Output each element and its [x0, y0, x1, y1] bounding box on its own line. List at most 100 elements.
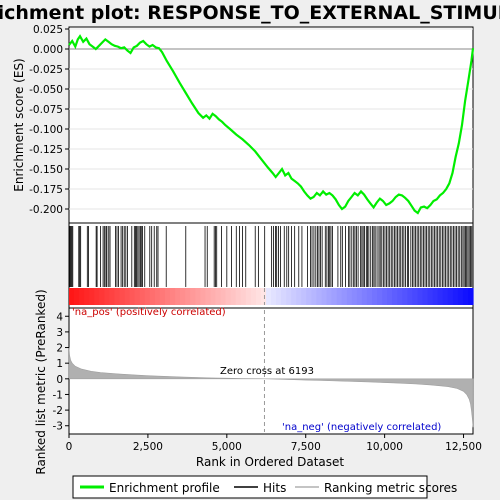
- rank-color-cell: [125, 288, 131, 305]
- legend-enrichment-label: Enrichment profile: [109, 481, 220, 495]
- metric-y-axis-label: Ranked list metric (PreRanked): [34, 289, 48, 474]
- rank-color-cell: [291, 288, 297, 305]
- rank-color-cell: [453, 288, 459, 305]
- x-axis-label: Rank in Ordered Dataset: [196, 455, 344, 469]
- rank-color-cell: [423, 288, 429, 305]
- rank-color-cell: [155, 288, 161, 305]
- rank-color-cell: [185, 288, 191, 305]
- rank-color-cell: [372, 288, 378, 305]
- rank-color-cell: [322, 288, 328, 305]
- rank-color-cell: [231, 288, 237, 305]
- es-y-ticks: 0.0250.000-0.025-0.050-0.075-0.100-0.125…: [29, 24, 69, 216]
- rank-color-cell: [448, 288, 454, 305]
- metric-y-tick-label: -1: [53, 389, 63, 401]
- rank-color-cell: [342, 288, 348, 305]
- legend-metric-label: Ranking metric scores: [324, 481, 457, 495]
- rank-color-cell: [382, 288, 388, 305]
- rank-color-cell: [256, 288, 262, 305]
- rank-color-cell: [180, 288, 186, 305]
- rank-color-cell: [367, 288, 373, 305]
- rank-color-cell: [145, 288, 151, 305]
- rank-color-cell: [221, 288, 227, 305]
- rank-color-cell: [306, 288, 312, 305]
- rank-color-cell: [241, 288, 247, 305]
- rank-color-cell: [170, 288, 176, 305]
- es-y-axis-label: Enrichment score (ES): [12, 58, 26, 191]
- es-y-tick-label: -0.050: [29, 84, 63, 96]
- es-y-tick-label: -0.150: [29, 164, 63, 176]
- rank-color-cell: [433, 288, 439, 305]
- rank-color-cell: [407, 288, 413, 305]
- rank-color-cell: [397, 288, 403, 305]
- rank-color-cell: [79, 288, 85, 305]
- rank-color-cell: [281, 288, 287, 305]
- x-tick-label: 5,000: [212, 441, 242, 453]
- rank-color-cell: [130, 288, 136, 305]
- rank-color-cell: [215, 288, 221, 305]
- metric-y-tick-label: 2: [56, 343, 63, 355]
- rank-color-cell: [114, 288, 120, 305]
- rank-color-cell: [69, 288, 75, 305]
- metric-y-tick-label: 1: [56, 358, 63, 370]
- rank-color-cell: [352, 288, 358, 305]
- metric-y-ticks: 4 3 2 1 0 -1 -2 -3: [53, 311, 69, 432]
- na-pos-label: 'na_pos' (positively correlated): [72, 307, 226, 318]
- rank-color-cell: [316, 288, 322, 305]
- rank-color-bar: [69, 288, 474, 305]
- rank-color-cell: [357, 288, 363, 305]
- rank-color-cell: [417, 288, 423, 305]
- rank-color-cell: [94, 288, 100, 305]
- metric-y-tick-label: 3: [56, 327, 63, 339]
- rank-color-cell: [402, 288, 408, 305]
- rank-color-cell: [392, 288, 398, 305]
- rank-color-cell: [140, 288, 146, 305]
- rank-color-cell: [337, 288, 343, 305]
- rank-color-cell: [84, 288, 90, 305]
- es-y-tick-label: -0.075: [29, 104, 63, 116]
- rank-color-cell: [210, 288, 216, 305]
- es-y-tick-label: 0.025: [33, 24, 63, 36]
- rank-color-cell: [236, 288, 242, 305]
- metric-y-tick-label: 0: [56, 374, 63, 386]
- metric-y-tick-label: 4: [56, 311, 63, 323]
- rank-color-cell: [89, 288, 95, 305]
- rank-color-cell: [226, 288, 232, 305]
- legend-hits-label: Hits: [263, 481, 286, 495]
- rank-color-cell: [377, 288, 383, 305]
- es-y-tick-label: -0.100: [29, 124, 63, 136]
- es-panel: [69, 27, 473, 223]
- na-neg-label: 'na_neg' (negatively correlated): [282, 422, 441, 433]
- x-tick-label: 2,500: [133, 441, 163, 453]
- metric-y-tick-label: -2: [53, 405, 63, 417]
- rank-color-cell: [99, 288, 105, 305]
- rank-color-cell: [327, 288, 333, 305]
- rank-color-cell: [246, 288, 252, 305]
- rank-color-cell: [463, 288, 469, 305]
- x-tick-label: 12,500: [445, 441, 482, 453]
- rank-color-cell: [120, 288, 126, 305]
- rank-color-cell: [332, 288, 338, 305]
- metric-x-ticks: 0 2,500 5,000 7,500 10,000 12,500: [66, 434, 482, 453]
- chart-title: Enrichment plot: RESPONSE_TO_EXTERNAL_ST…: [0, 2, 500, 24]
- rank-color-cell: [428, 288, 434, 305]
- rank-color-cell: [160, 288, 166, 305]
- rank-color-cell: [276, 288, 282, 305]
- es-y-tick-label: -0.025: [29, 64, 63, 76]
- metric-y-tick-label: -3: [53, 421, 63, 433]
- rank-color-cell: [261, 288, 267, 305]
- rank-color-cell: [150, 288, 156, 305]
- rank-color-cell: [301, 288, 307, 305]
- es-y-tick-label: -0.175: [29, 184, 63, 196]
- rank-color-cell: [74, 288, 80, 305]
- rank-color-cell: [458, 288, 464, 305]
- rank-color-cell: [271, 288, 277, 305]
- es-y-tick-label: -0.200: [29, 204, 63, 216]
- rank-color-cell: [190, 288, 196, 305]
- rank-color-cell: [347, 288, 353, 305]
- x-tick-label: 0: [66, 441, 73, 453]
- zero-cross-label: Zero cross at 6193: [220, 366, 314, 377]
- rank-color-cell: [438, 288, 444, 305]
- rank-color-cell: [205, 288, 211, 305]
- rank-color-cell: [296, 288, 302, 305]
